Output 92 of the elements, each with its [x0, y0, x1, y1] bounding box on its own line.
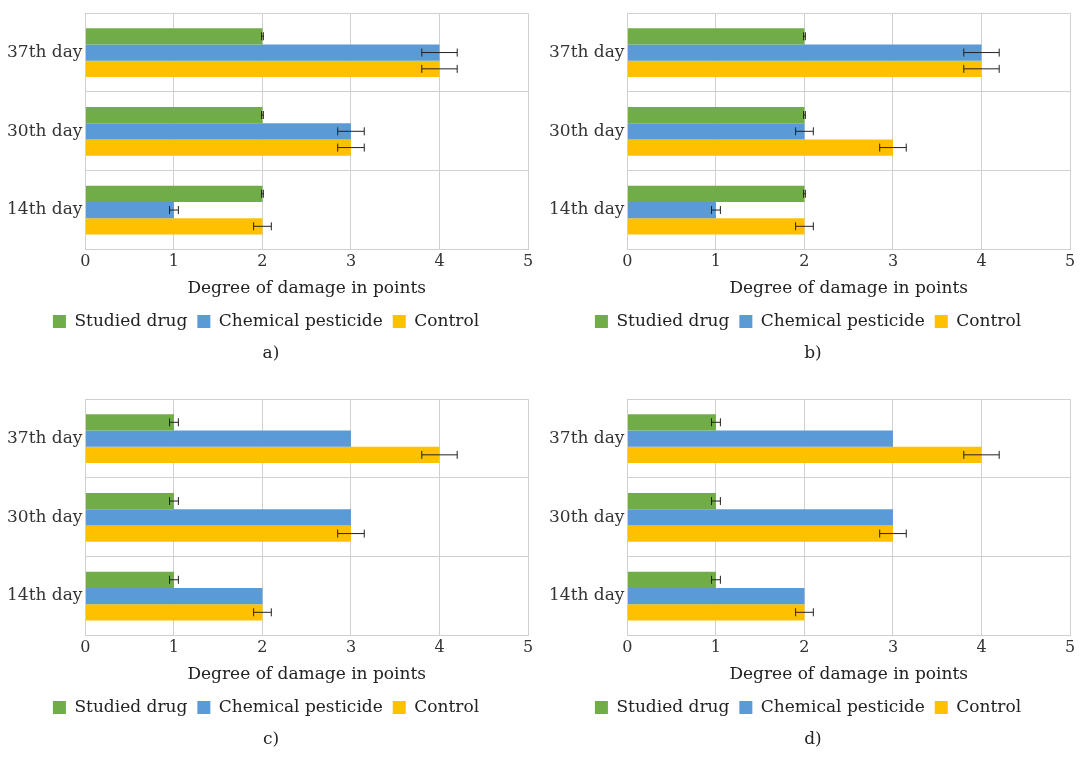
bar [627, 509, 893, 526]
bar [627, 492, 716, 510]
bar [85, 28, 263, 45]
x-tick-label: 2 [257, 251, 268, 271]
x-tick-label: 2 [799, 251, 810, 271]
legend-label: Studied drug [74, 309, 188, 330]
bar [627, 430, 893, 447]
legend-label: Control [414, 309, 480, 330]
y-tick-label: 37th day [7, 426, 83, 447]
x-tick-label: 4 [434, 637, 445, 657]
bar [85, 60, 440, 77]
bar [85, 185, 263, 202]
bar [627, 571, 716, 588]
x-axis-title: Degree of damage in points [729, 663, 969, 684]
y-tick-label: 37th day [7, 40, 83, 61]
y-tick-label: 14th day [549, 584, 625, 605]
x-tick-label: 0 [622, 251, 633, 271]
x-tick-label: 1 [710, 251, 722, 271]
legend-label: Chemical pesticide [218, 309, 383, 330]
y-tick-label: 37th day [549, 426, 625, 447]
bar [627, 218, 805, 235]
x-tick-label: 0 [622, 637, 633, 657]
bar [627, 185, 805, 202]
x-tick-label: 4 [976, 251, 987, 271]
y-tick-label: 30th day [549, 119, 625, 140]
text: d) [803, 728, 823, 748]
bar [627, 44, 982, 61]
x-tick-label: 1 [168, 637, 180, 657]
legend-label: Control [956, 695, 1022, 716]
bar [627, 139, 893, 156]
bar [85, 525, 351, 542]
text: b) [803, 342, 823, 362]
bar [627, 123, 805, 140]
x-tick-label: 2 [257, 637, 268, 657]
bar [85, 509, 351, 526]
bar [85, 414, 174, 431]
bar [85, 123, 351, 140]
x-tick-label: 4 [434, 251, 445, 271]
x-tick-label: 4 [976, 637, 987, 657]
legend-label: Chemical pesticide [760, 309, 925, 330]
bar [627, 446, 982, 463]
x-axis-title: Degree of damage in points [729, 277, 969, 298]
bar [85, 571, 174, 588]
x-tick-label: 2 [799, 637, 810, 657]
y-tick-label: 30th day [7, 119, 83, 140]
bar [85, 44, 440, 61]
y-tick-label: 37th day [549, 40, 625, 61]
bar [627, 106, 805, 124]
bar [85, 201, 174, 219]
x-tick-label: 0 [80, 251, 91, 271]
bar [85, 587, 263, 605]
bar [85, 139, 351, 156]
x-tick-label: 1 [168, 251, 180, 271]
bar [627, 201, 716, 219]
legend-label: Studied drug [616, 695, 730, 716]
y-tick-label: 14th day [549, 198, 625, 219]
bar [627, 414, 716, 431]
y-tick-label: 30th day [549, 505, 625, 526]
bar [85, 604, 263, 621]
bar [627, 60, 982, 77]
x-tick-label: 3 [345, 251, 357, 271]
x-tick-label: 5 [522, 637, 534, 657]
legend-label: Chemical pesticide [760, 695, 925, 716]
bar [85, 430, 351, 447]
x-tick-label: 1 [710, 637, 722, 657]
legend-label: Control [414, 695, 480, 716]
y-tick-label: 14th day [7, 198, 83, 219]
bar [627, 525, 893, 542]
x-axis-title: Degree of damage in points [187, 277, 427, 298]
y-tick-label: 14th day [7, 584, 83, 605]
bar [627, 604, 805, 621]
bar [85, 218, 263, 235]
x-tick-label: 5 [522, 251, 534, 271]
x-tick-label: 5 [1064, 637, 1076, 657]
legend-label: Chemical pesticide [218, 695, 383, 716]
x-tick-label: 3 [887, 251, 899, 271]
text: c) [261, 728, 281, 748]
legend-label: Control [956, 309, 1022, 330]
legend-label: Studied drug [616, 309, 730, 330]
bar [627, 587, 805, 605]
x-tick-label: 5 [1064, 251, 1076, 271]
y-tick-label: 30th day [7, 505, 83, 526]
text: a) [261, 342, 281, 362]
x-tick-label: 0 [80, 637, 91, 657]
bar [627, 28, 805, 45]
x-tick-label: 3 [345, 637, 357, 657]
x-tick-label: 3 [887, 637, 899, 657]
bar [85, 492, 174, 510]
bar [85, 446, 440, 463]
x-axis-title: Degree of damage in points [187, 663, 427, 684]
bar [85, 106, 263, 124]
legend-label: Studied drug [74, 695, 188, 716]
